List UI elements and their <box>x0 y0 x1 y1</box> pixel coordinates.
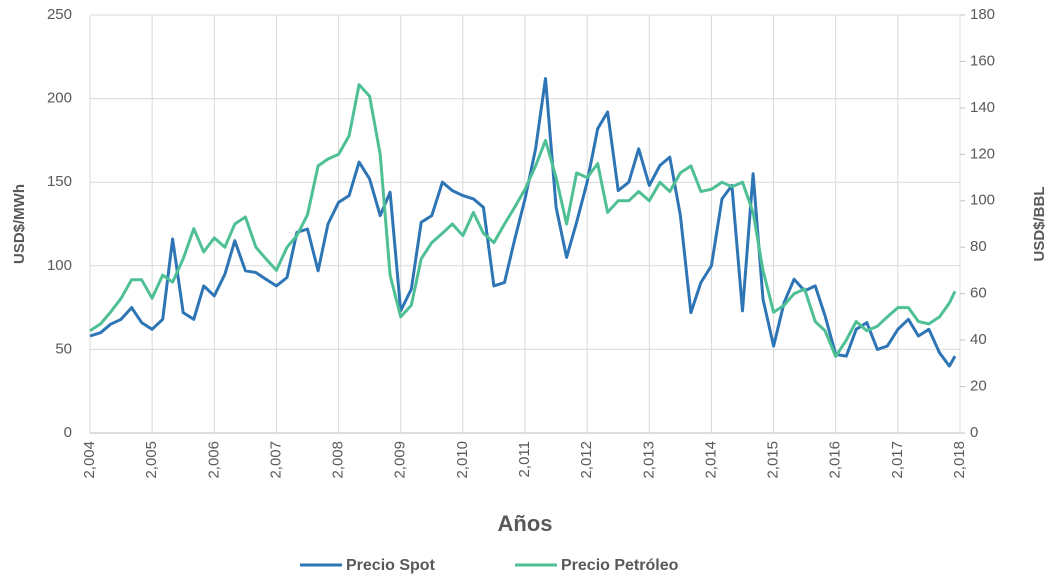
x-tick-label: 2,008 <box>330 441 347 479</box>
y-tick-label: 150 <box>47 173 72 190</box>
x-tick-label: 2,009 <box>392 441 409 479</box>
x-tick-label: 2,011 <box>516 441 533 477</box>
y2-tick-label: 0 <box>970 424 978 441</box>
y2-tick-label: 120 <box>970 145 995 162</box>
x-tick-label: 2,015 <box>765 441 782 479</box>
x-tick-label: 2,010 <box>454 441 471 479</box>
y2-tick-label: 180 <box>970 6 995 23</box>
x-tick-label: 2,014 <box>702 441 719 479</box>
x-tick-label: 2,018 <box>951 441 968 479</box>
y-tick-label: 250 <box>47 6 72 23</box>
x-tick-label: 2,006 <box>205 441 222 479</box>
line <box>89 77 957 368</box>
x-tick-label: 2,004 <box>81 441 98 479</box>
y2-axis-label: USD$/BBL <box>1031 186 1048 261</box>
y-tick-label: 50 <box>55 340 72 357</box>
x-tick-label: 2,013 <box>640 441 657 479</box>
y2-tick-label: 20 <box>970 378 987 395</box>
x-axis-label: Años <box>498 511 553 536</box>
y2-tick-label: 100 <box>970 192 995 209</box>
x-tick-label: 2,016 <box>827 441 844 479</box>
x-tick-label: 2,007 <box>267 441 284 479</box>
y-tick-label: 100 <box>47 257 72 274</box>
x-tick-label: 2,012 <box>578 441 595 479</box>
y2-tick-label: 140 <box>970 99 995 116</box>
y-tick-label: 200 <box>47 90 72 107</box>
y2-tick-label: 40 <box>970 331 987 348</box>
y2-tick-label: 160 <box>970 52 995 69</box>
legend-label: Precio Spot <box>346 557 436 574</box>
x-tick-label: 2,017 <box>889 441 906 479</box>
legend-label: Precio Petróleo <box>561 557 679 574</box>
line <box>89 83 957 358</box>
y2-tick-label: 60 <box>970 285 987 302</box>
y2-tick-label: 80 <box>970 238 987 255</box>
y-tick-label: 0 <box>64 424 72 441</box>
y-axis-label: USD$/MWh <box>11 184 28 264</box>
x-tick-label: 2,005 <box>143 441 160 479</box>
